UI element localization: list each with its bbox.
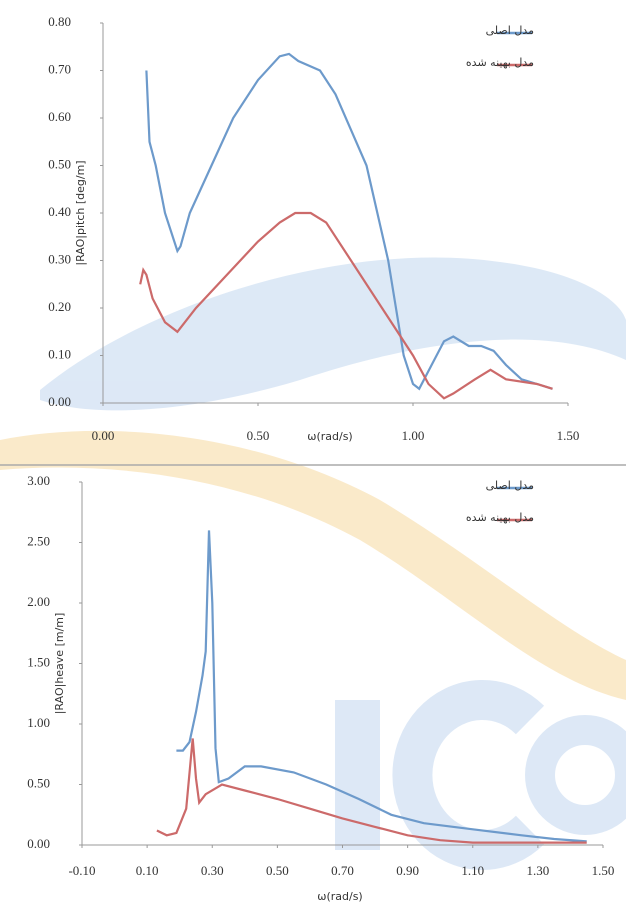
y-tick-label: 1.00 xyxy=(27,715,50,730)
x-tick-label: 1.10 xyxy=(461,863,484,878)
series-line xyxy=(176,530,586,841)
x-tick-label: 1.30 xyxy=(527,863,550,878)
x-axis-label: ω(rad/s) xyxy=(307,430,352,443)
y-tick-label: 0.30 xyxy=(48,251,71,266)
y-tick-label: 0.40 xyxy=(48,204,71,219)
legend-label: مدل بهینه شده xyxy=(466,511,534,524)
legend-label: مدل بهینه شده xyxy=(466,56,534,69)
y-axis-label: |RAO|pitch [deg/m] xyxy=(74,160,87,265)
legend-label: مدل اصلی xyxy=(486,479,534,492)
y-tick-label: 0.60 xyxy=(48,109,71,124)
x-tick-label: 0.90 xyxy=(396,863,419,878)
x-tick-label: 1.50 xyxy=(557,428,580,443)
watermark-o xyxy=(540,730,626,820)
y-tick-label: 0.00 xyxy=(48,394,71,409)
y-tick-label: 0.00 xyxy=(27,836,50,851)
x-tick-label: 1.50 xyxy=(592,863,615,878)
y-tick-label: 0.10 xyxy=(48,346,71,361)
y-tick-label: 0.80 xyxy=(48,14,71,29)
x-axis-label: ω(rad/s) xyxy=(317,890,362,903)
watermark xyxy=(0,257,626,850)
legend-label: مدل اصلی xyxy=(486,24,534,37)
x-tick-label: 0.10 xyxy=(136,863,159,878)
x-tick-label: 0.70 xyxy=(331,863,354,878)
y-tick-label: 1.50 xyxy=(27,654,50,669)
x-tick-label: 0.00 xyxy=(92,428,115,443)
x-tick-label: 0.50 xyxy=(266,863,289,878)
y-tick-label: 0.50 xyxy=(27,775,50,790)
x-tick-label: 1.00 xyxy=(402,428,425,443)
y-tick-label: 0.70 xyxy=(48,61,71,76)
y-axis-label: |RAO|heave [m/m] xyxy=(53,613,66,715)
figure: 0.00 0.10 0.20 0.30 0.40 0.50 0.60 0.70 0.80 0.00… xyxy=(0,0,626,913)
y-tick-label: 0.20 xyxy=(48,299,71,314)
x-tick-label: -0.10 xyxy=(68,863,95,878)
y-tick-label: 2.00 xyxy=(27,594,50,609)
watermark-blue xyxy=(40,257,626,410)
watermark-c xyxy=(412,700,530,850)
watermark-orange xyxy=(0,431,626,700)
x-tick-label: 0.30 xyxy=(201,863,224,878)
y-tick-label: 2.50 xyxy=(27,533,50,548)
y-tick-label: 0.50 xyxy=(48,156,71,171)
y-tick-label: 3.00 xyxy=(27,473,50,488)
x-tick-label: 0.50 xyxy=(247,428,270,443)
